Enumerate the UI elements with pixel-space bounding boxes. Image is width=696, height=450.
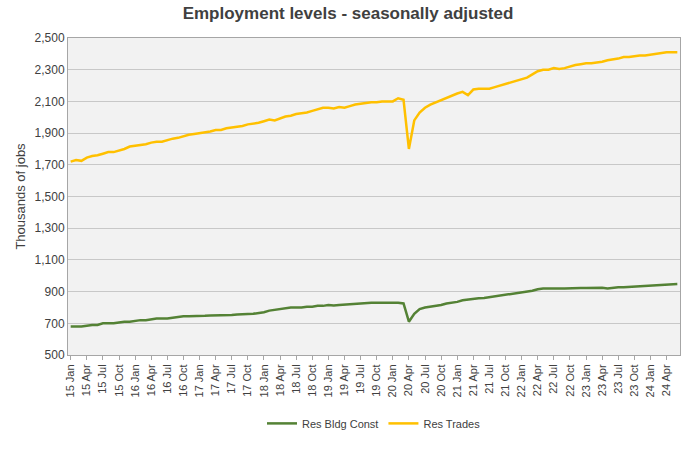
svg-text:18 Apr: 18 Apr: [274, 364, 286, 396]
svg-text:16 Oct: 16 Oct: [177, 364, 189, 396]
svg-text:500: 500: [45, 348, 65, 362]
svg-text:21 Jul: 21 Jul: [483, 364, 495, 393]
svg-text:22 Oct: 22 Oct: [564, 364, 576, 396]
svg-text:Res Bldg Const: Res Bldg Const: [302, 418, 378, 430]
svg-text:1,700: 1,700: [35, 158, 65, 172]
svg-text:Employment levels - seasonally: Employment levels - seasonally adjusted: [183, 4, 514, 23]
svg-text:23 Jul: 23 Jul: [612, 364, 624, 393]
svg-text:1,100: 1,100: [35, 253, 65, 267]
svg-text:16 Jul: 16 Jul: [161, 364, 173, 393]
svg-text:18 Jul: 18 Jul: [290, 364, 302, 393]
svg-text:23 Jan: 23 Jan: [580, 364, 592, 397]
svg-text:20 Oct: 20 Oct: [435, 364, 447, 396]
svg-text:1,300: 1,300: [35, 221, 65, 235]
svg-text:700: 700: [45, 317, 65, 331]
svg-text:17 Jan: 17 Jan: [193, 364, 205, 397]
svg-text:20 Apr: 20 Apr: [402, 364, 414, 396]
svg-text:18 Jan: 18 Jan: [258, 364, 270, 397]
svg-text:22 Jan: 22 Jan: [515, 364, 527, 397]
svg-text:16 Apr: 16 Apr: [145, 364, 157, 396]
svg-text:900: 900: [45, 285, 65, 299]
svg-text:23 Apr: 23 Apr: [596, 364, 608, 396]
svg-text:Thousands of jobs: Thousands of jobs: [13, 143, 28, 250]
svg-text:19 Jan: 19 Jan: [322, 364, 334, 397]
svg-text:Res Trades: Res Trades: [423, 418, 480, 430]
svg-text:17 Jul: 17 Jul: [225, 364, 237, 393]
svg-text:21 Jan: 21 Jan: [451, 364, 463, 397]
svg-text:15 Jan: 15 Jan: [64, 364, 76, 397]
svg-text:18 Oct: 18 Oct: [306, 364, 318, 396]
svg-text:22 Apr: 22 Apr: [531, 364, 543, 396]
svg-text:16 Jan: 16 Jan: [129, 364, 141, 397]
svg-text:20 Jan: 20 Jan: [386, 364, 398, 397]
svg-text:1,900: 1,900: [35, 126, 65, 140]
svg-text:24 Jan: 24 Jan: [644, 364, 656, 397]
svg-text:2,500: 2,500: [35, 31, 65, 45]
svg-text:22 Jul: 22 Jul: [547, 364, 559, 393]
svg-text:23 Oct: 23 Oct: [628, 364, 640, 396]
svg-text:19 Jul: 19 Jul: [354, 364, 366, 393]
svg-text:15 Jul: 15 Jul: [96, 364, 108, 393]
svg-text:1,500: 1,500: [35, 190, 65, 204]
svg-text:2,300: 2,300: [35, 63, 65, 77]
svg-text:19 Oct: 19 Oct: [370, 364, 382, 396]
svg-text:24 Apr: 24 Apr: [660, 364, 672, 396]
svg-text:21 Oct: 21 Oct: [499, 364, 511, 396]
svg-text:17 Oct: 17 Oct: [241, 364, 253, 396]
svg-text:15 Oct: 15 Oct: [113, 364, 125, 396]
svg-text:15 Apr: 15 Apr: [80, 364, 92, 396]
svg-text:2,100: 2,100: [35, 95, 65, 109]
svg-text:19 Apr: 19 Apr: [338, 364, 350, 396]
svg-text:17 Apr: 17 Apr: [209, 364, 221, 396]
svg-text:21 Apr: 21 Apr: [467, 364, 479, 396]
svg-text:20 Jul: 20 Jul: [419, 364, 431, 393]
